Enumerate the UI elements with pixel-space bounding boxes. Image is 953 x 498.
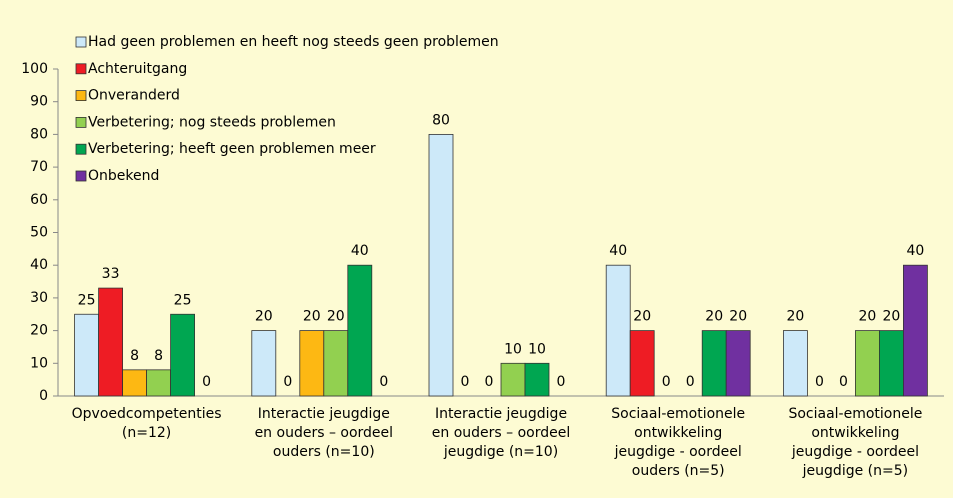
value-label: 20	[303, 309, 321, 325]
y-tick-label: 90	[30, 94, 48, 110]
bar	[98, 287, 123, 397]
value-label: 0	[202, 374, 211, 390]
bar	[500, 362, 526, 397]
value-label: 0	[557, 374, 566, 390]
legend-swatch	[75, 143, 87, 155]
bar	[347, 264, 373, 397]
bar	[629, 330, 655, 397]
value-label: 8	[154, 348, 163, 364]
legend-swatch	[75, 90, 87, 101]
legend-label: Verbetering; nog steeds problemen	[88, 114, 336, 130]
y-tick-label: 30	[30, 290, 48, 306]
bar	[299, 330, 325, 397]
y-tick-label: 100	[21, 61, 48, 77]
value-label: 33	[102, 266, 120, 282]
y-tick-label: 20	[30, 323, 48, 339]
value-label: 20	[729, 309, 747, 325]
value-label: 25	[174, 292, 192, 308]
legend-swatch	[75, 170, 87, 182]
value-label: 40	[351, 243, 369, 259]
bar	[122, 369, 147, 397]
legend-swatch	[75, 36, 87, 48]
y-tick-label: 70	[30, 159, 48, 175]
bar	[605, 264, 631, 397]
value-label: 40	[906, 243, 924, 259]
bar	[855, 330, 880, 397]
value-label: 0	[283, 374, 292, 390]
legend-label: Onbekend	[88, 168, 159, 184]
value-label: 20	[633, 309, 651, 325]
bar	[725, 330, 751, 397]
value-label: 80	[432, 112, 450, 128]
legend-swatch	[75, 117, 87, 128]
bar	[74, 313, 99, 397]
y-tick-label: 10	[30, 355, 48, 371]
y-tick-label: 50	[30, 225, 48, 241]
x-tick-label: Opvoedcompetenties (n=12)	[72, 406, 222, 441]
bar	[879, 330, 904, 397]
value-label: 20	[882, 309, 900, 325]
bar	[428, 133, 454, 397]
value-label: 8	[130, 348, 139, 364]
value-label: 0	[379, 374, 388, 390]
value-label: 0	[815, 374, 824, 390]
bar	[903, 264, 928, 397]
value-label: 20	[858, 309, 876, 325]
legend-label: Onveranderd	[88, 88, 180, 104]
value-label: 0	[485, 374, 494, 390]
x-tick-label: Sociaal-emotionele ontwikkeling jeugdige -…	[611, 406, 745, 479]
value-label: 10	[528, 341, 546, 357]
bar	[146, 369, 172, 397]
legend-label: Had geen problemen en heeft nog steeds g…	[88, 34, 499, 50]
x-tick-label: Interactie jeugdige en ouders – oordeel je…	[432, 406, 570, 460]
value-label: 40	[609, 243, 627, 259]
bar	[701, 330, 727, 397]
x-tick-label: Interactie jeugdige en ouders – oordeel ou…	[255, 406, 393, 460]
value-label: 0	[839, 374, 848, 390]
y-tick-label: 0	[39, 388, 48, 404]
value-label: 20	[255, 309, 273, 325]
value-label: 0	[461, 374, 470, 390]
value-label: 25	[78, 292, 96, 308]
bar	[323, 330, 349, 397]
x-tick-label: Sociaal-emotionele ontwikkeling jeugdige -…	[788, 406, 922, 479]
legend-label: Achteruitgang	[88, 61, 187, 77]
y-tick-label: 40	[30, 257, 48, 273]
value-label: 0	[662, 374, 671, 390]
legend-swatch	[75, 63, 87, 75]
legend-label: Verbetering; heeft geen problemen meer	[88, 141, 376, 157]
value-label: 20	[786, 309, 804, 325]
value-label: 20	[705, 309, 723, 325]
bar	[251, 330, 277, 397]
y-tick-label: 60	[30, 192, 48, 208]
value-label: 0	[686, 374, 695, 390]
bar	[783, 330, 808, 397]
value-label: 20	[327, 309, 345, 325]
bar	[524, 362, 550, 397]
bar	[170, 313, 196, 397]
y-tick-label: 80	[30, 126, 48, 142]
value-label: 10	[504, 341, 522, 357]
